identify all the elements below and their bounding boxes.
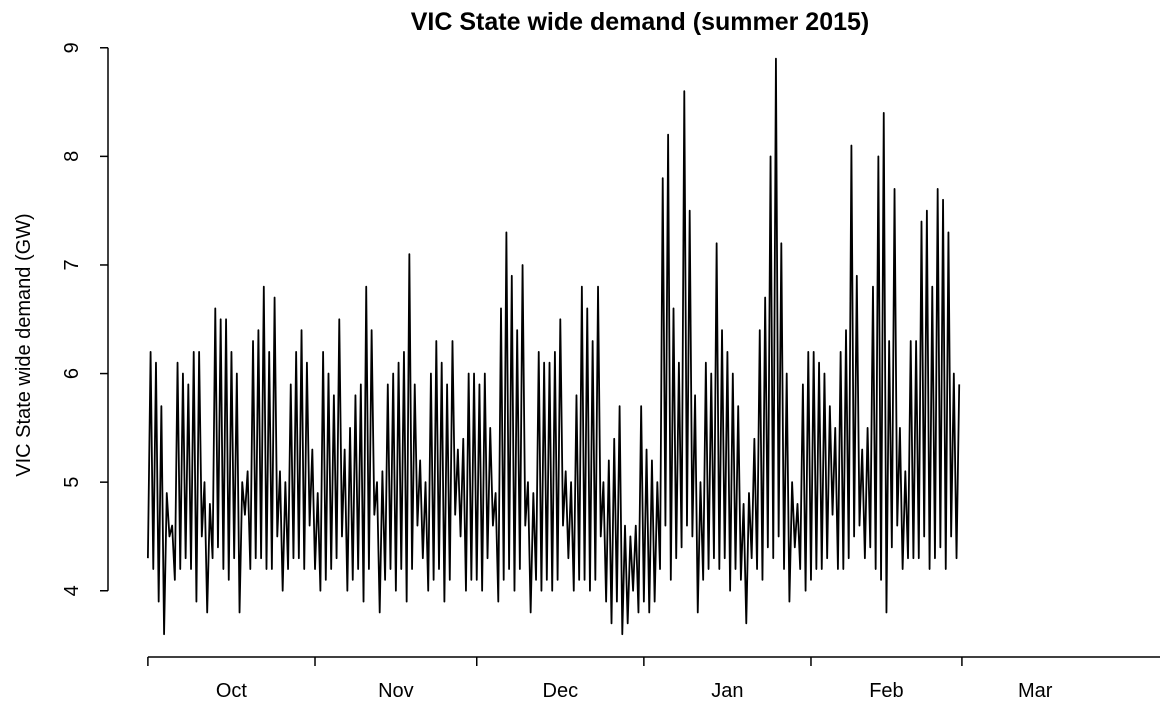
chart-title: VIC State wide demand (summer 2015) [411,8,869,36]
y-tick-label: 5 [61,477,83,488]
y-tick-label: 4 [61,585,83,596]
y-tick-label: 9 [61,42,83,53]
y-axis-label: VIC State wide demand (GW) [13,213,35,476]
demand-line [146,57,961,636]
x-tick-label: Mar [1018,680,1053,702]
y-tick-label: 6 [61,368,83,379]
y-tick-label: 8 [61,151,83,162]
x-tick-label: Jan [711,680,743,702]
x-tick-label: Feb [869,680,903,702]
x-tick-label: Nov [378,680,414,702]
y-tick-label: 7 [61,259,83,270]
x-tick-label: Oct [216,680,248,702]
x-tick-label: Dec [543,680,579,702]
